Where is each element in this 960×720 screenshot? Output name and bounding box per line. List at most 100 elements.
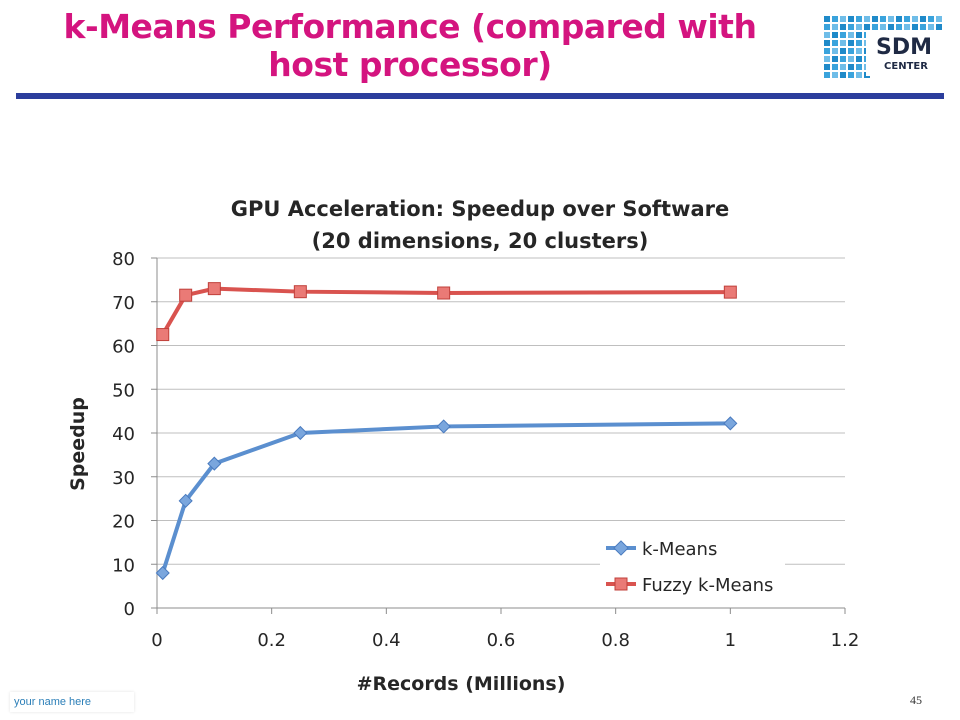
x-tick-labels: 0 0.2 0.4 0.6 0.8 1 1.2: [151, 630, 859, 651]
logo-dot: [864, 16, 870, 22]
logo-dot: [888, 24, 894, 30]
logo-dot: [920, 24, 926, 30]
ytick-label-0: 0: [124, 599, 135, 620]
ytick-label-20: 20: [112, 512, 135, 533]
slide-title: k-Means Performance (compared with host …: [20, 8, 800, 84]
logo-dot: [832, 40, 838, 46]
logo-dot: [856, 64, 862, 70]
chart-title-line1: GPU Acceleration: Speedup over Software: [231, 197, 730, 221]
logo-dot: [872, 24, 878, 30]
ytick-label-50: 50: [112, 380, 135, 401]
logo-dot: [824, 32, 830, 38]
chart-title-line2: (20 dimensions, 20 clusters): [312, 229, 649, 253]
logo-dot: [880, 24, 886, 30]
logo-dot: [848, 56, 854, 62]
logo-dot: [824, 40, 830, 46]
series-layer: [155, 282, 738, 581]
logo-dot: [832, 56, 838, 62]
logo-dot: [904, 16, 910, 22]
logo-dot: [856, 56, 862, 62]
logo-dot: [848, 64, 854, 70]
logo-subtext: CENTER: [884, 61, 928, 72]
logo-dot: [856, 32, 862, 38]
logo-dot: [848, 48, 854, 54]
logo-dot: [864, 24, 870, 30]
logo-dot: [928, 24, 934, 30]
logo-dot: [888, 16, 894, 22]
logo-dot: [848, 40, 854, 46]
logo-dot: [824, 48, 830, 54]
logo-dot: [824, 56, 830, 62]
series-line-kmeans: [160, 421, 733, 575]
xtick-label-0.4: 0.4: [372, 630, 401, 651]
point-kmeans-5: [723, 416, 738, 431]
logo-dot: [936, 24, 942, 30]
logo-dot: [840, 56, 846, 62]
logo-dot: [824, 64, 830, 70]
point-fuzzy-kmeans-2: [207, 282, 221, 296]
logo-dot: [832, 64, 838, 70]
logo-dot: [896, 16, 902, 22]
logo-dot: [824, 16, 830, 22]
logo-dot: [848, 24, 854, 30]
logo-dot: [840, 16, 846, 22]
legend-label-fuzzy: Fuzzy k-Means: [642, 575, 773, 596]
point-kmeans-3: [293, 425, 308, 441]
logo-dot-grid: [824, 16, 942, 78]
logo-dot: [840, 32, 846, 38]
chart-grid: [157, 257, 845, 565]
logo-dot: [832, 72, 838, 78]
legend-background: [600, 530, 785, 606]
logo-dot: [856, 16, 862, 22]
ytick-label-10: 10: [112, 555, 135, 576]
point-fuzzy-kmeans-3: [293, 285, 307, 299]
legend-label-kmeans: k-Means: [642, 539, 717, 560]
x-axis-label: #Records (Millions): [357, 673, 566, 695]
point-fuzzy-kmeans-1: [179, 288, 193, 302]
y-tick-labels: 0 10 20 30 40 50 60 70 80: [112, 249, 135, 620]
logo-dot: [856, 40, 862, 46]
ytick-label-60: 60: [112, 337, 135, 358]
logo-dot: [824, 24, 830, 30]
slide-title-line2: host processor): [268, 45, 552, 84]
point-fuzzy-kmeans-5: [723, 285, 737, 299]
footer-name: your name here: [10, 692, 134, 712]
ytick-label-30: 30: [112, 468, 135, 489]
logo-dot: [840, 40, 846, 46]
title-rule: [16, 93, 944, 99]
page-number: 45: [910, 693, 922, 707]
logo-dot: [856, 72, 862, 78]
logo-dot: [840, 48, 846, 54]
point-kmeans-0: [155, 565, 170, 581]
logo-dot: [872, 16, 878, 22]
logo-dot: [880, 16, 886, 22]
logo-dot: [904, 24, 910, 30]
logo-dot: [912, 16, 918, 22]
ytick-label-70: 70: [112, 293, 135, 314]
logo-dot: [832, 32, 838, 38]
xtick-label-0.8: 0.8: [601, 630, 630, 651]
point-kmeans-1: [178, 493, 193, 508]
point-fuzzy-kmeans-0: [156, 328, 170, 342]
logo-dot: [848, 32, 854, 38]
logo-text-panel: [866, 32, 942, 76]
point-fuzzy-kmeans-4: [437, 286, 451, 300]
logo-dot: [840, 24, 846, 30]
ytick-label-40: 40: [112, 424, 135, 445]
logo-dot: [928, 16, 934, 22]
legend-marker-fuzzy: [614, 577, 628, 591]
ytick-label-80: 80: [112, 249, 135, 270]
logo-dot: [856, 48, 862, 54]
xtick-label-1: 1: [725, 630, 736, 651]
sdm-center-logo: SDM CENTER: [824, 16, 942, 78]
y-axis-label: Speedup: [67, 397, 89, 491]
logo-dot: [848, 72, 854, 78]
logo-dot: [832, 16, 838, 22]
logo-dot: [840, 72, 846, 78]
point-kmeans-2: [207, 456, 222, 471]
logo-dot: [856, 24, 862, 30]
slide-title-line1: k-Means Performance (compared with: [63, 7, 757, 46]
logo-dot: [824, 72, 830, 78]
logo-dot: [840, 64, 846, 70]
